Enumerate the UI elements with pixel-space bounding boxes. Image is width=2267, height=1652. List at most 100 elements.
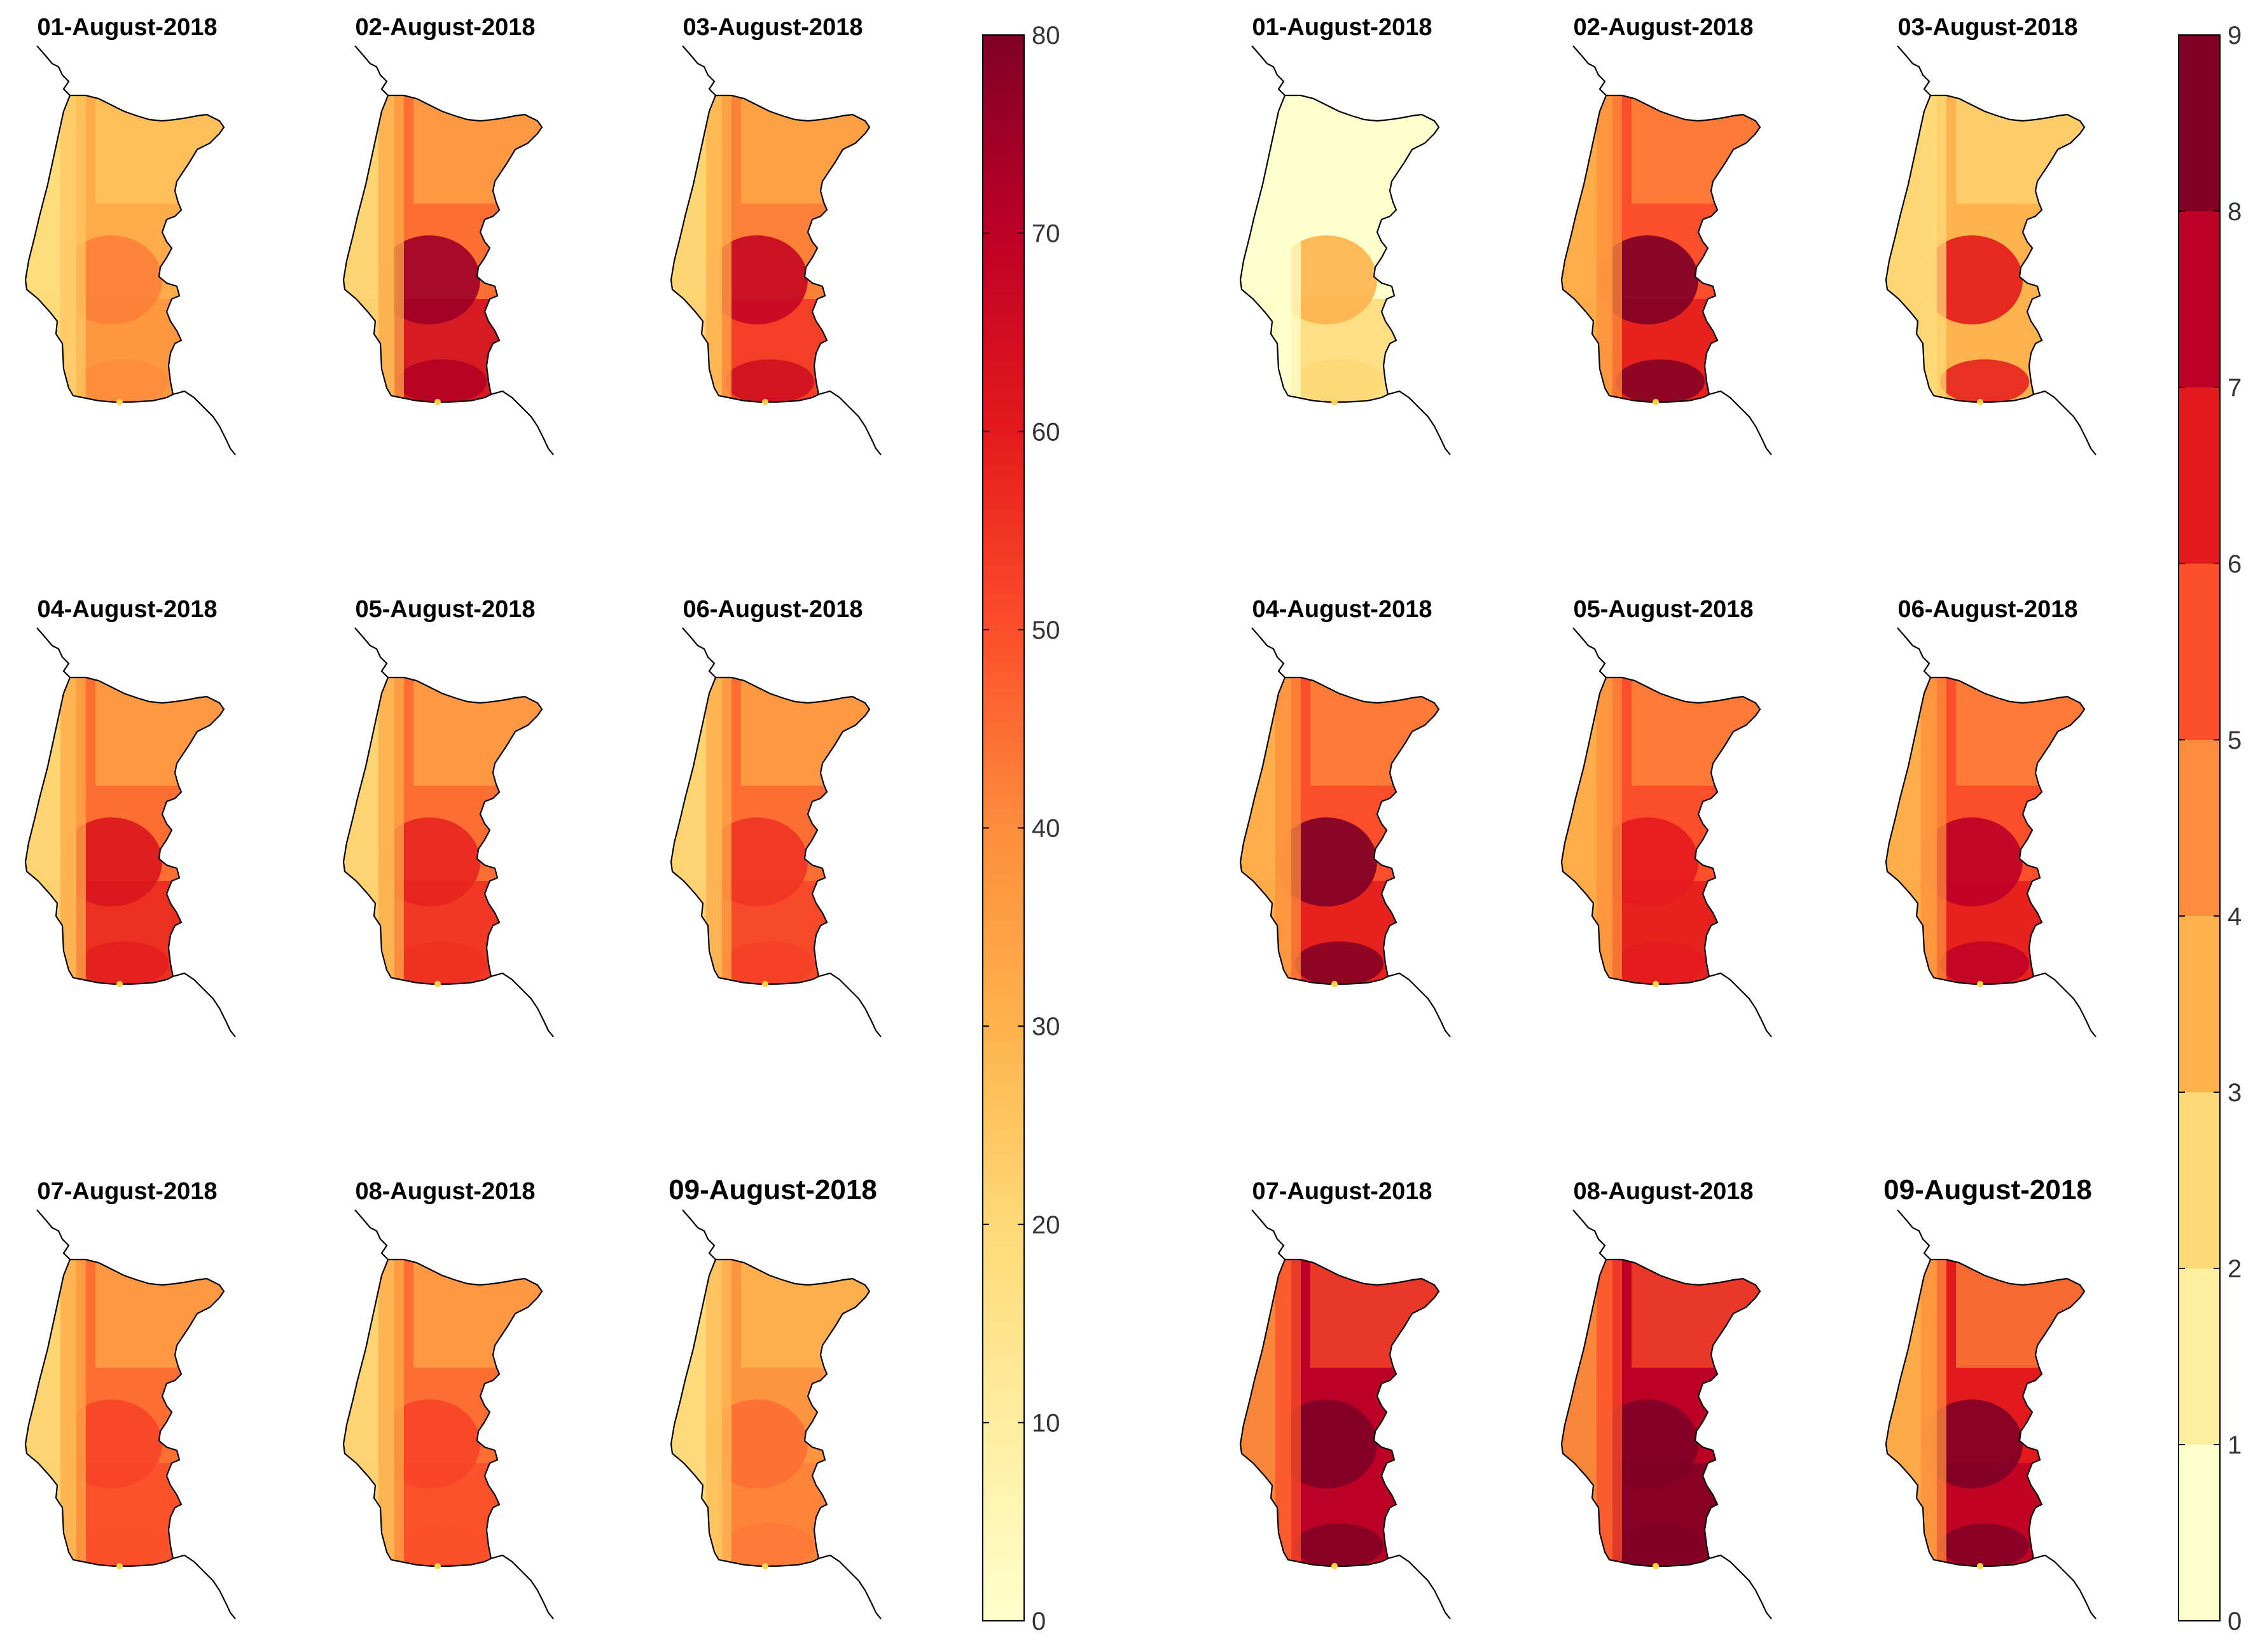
colorbar-bin <box>2179 1445 2220 1621</box>
spain-coastline <box>490 972 554 1038</box>
colorbar-tick-label: 60 <box>1032 418 1060 446</box>
spain-coastline <box>172 1554 236 1620</box>
spain-coastline <box>172 972 236 1038</box>
galicia-coastline <box>1897 627 1931 678</box>
galicia-coastline <box>682 45 716 96</box>
map-fill <box>1240 677 1439 984</box>
map-fill <box>1562 1260 1760 1566</box>
coastal-marker <box>762 1563 768 1569</box>
colorbar-bin <box>2179 564 2220 740</box>
coastal-marker <box>434 399 441 405</box>
map-fill <box>671 95 870 402</box>
galicia-coastline <box>354 627 389 678</box>
galicia-coastline <box>354 1209 389 1260</box>
coastal-marker <box>762 399 768 405</box>
galicia-coastline <box>682 627 716 678</box>
colorbar-bin <box>2179 1092 2220 1268</box>
coastal-marker <box>762 981 768 987</box>
colorbar-tick-label: 9 <box>2228 22 2242 50</box>
panel-title: 03-August-2018 <box>683 14 863 41</box>
spain-coastline <box>1709 390 1772 455</box>
panel-title: 04-August-2018 <box>1252 596 1432 623</box>
spain-coastline <box>172 390 236 455</box>
left_group-panel-3: 03-August-2018 <box>670 14 882 455</box>
spain-coastline <box>1709 1554 1772 1620</box>
colorbar-tick-label: 10 <box>1032 1409 1060 1437</box>
colorbar-tick-label: 7 <box>2228 374 2242 402</box>
map-fill <box>671 677 870 984</box>
coastal-marker <box>1653 981 1659 987</box>
right-colorbar: 0 1 2 3 4 5 6 7 8 9 <box>2178 22 2242 1635</box>
spain-coastline <box>818 972 882 1038</box>
colorbar-tick-label: 40 <box>1032 815 1060 843</box>
colorbar-tick-label: 80 <box>1032 22 1060 50</box>
colorbar-bin <box>2179 387 2220 564</box>
colorbar-tick-label: 50 <box>1032 616 1060 644</box>
galicia-coastline <box>36 45 71 96</box>
colorbar-tick-label: 4 <box>2228 903 2242 931</box>
right-map-group: 01-August-2018 02-August-2018 03-August-20… <box>1239 14 2097 1620</box>
colorbar-tick-label: 2 <box>2228 1255 2242 1283</box>
coastal-marker <box>1653 399 1659 405</box>
panel-title: 04-August-2018 <box>38 596 218 623</box>
galicia-coastline <box>1572 45 1607 96</box>
coastal-marker <box>1331 1563 1338 1569</box>
left_group-panel-8: 08-August-2018 <box>342 1178 554 1620</box>
colorbar-tick-label: 6 <box>2228 550 2242 578</box>
panel-title: 05-August-2018 <box>356 596 536 623</box>
spain-coastline <box>1387 390 1451 455</box>
galicia-coastline <box>1251 45 1286 96</box>
right_group-panel-1: 01-August-2018 <box>1239 14 1451 455</box>
panel-title: 02-August-2018 <box>1574 14 1754 41</box>
spain-coastline <box>818 1554 882 1620</box>
coastal-marker <box>116 399 123 405</box>
coastal-marker <box>434 1563 441 1569</box>
panel-title: 07-August-2018 <box>1252 1178 1432 1205</box>
colorbar-tick-label: 5 <box>2228 726 2242 754</box>
colorbar-tick-label: 30 <box>1032 1013 1060 1041</box>
galicia-coastline <box>36 1209 71 1260</box>
map-fill <box>25 95 224 402</box>
colorbar-tick-label: 20 <box>1032 1211 1060 1239</box>
right_group-panel-9: 09-August-2018 <box>1883 1174 2097 1620</box>
galicia-coastline <box>1251 1209 1286 1260</box>
spain-coastline <box>1387 1554 1451 1620</box>
galicia-coastline <box>1572 1209 1607 1260</box>
galicia-coastline <box>1897 45 1931 96</box>
panel-title: 01-August-2018 <box>1252 14 1432 41</box>
coastal-marker <box>434 981 441 987</box>
coastal-marker <box>1977 981 1983 987</box>
left-map-group: 01-August-2018 02-August-2018 03-August-20… <box>24 14 882 1620</box>
right_group-panel-7: 07-August-2018 <box>1239 1178 1451 1620</box>
colorbar-bin <box>2179 740 2220 916</box>
colorbar-bin <box>2179 1268 2220 1445</box>
right_group-panel-6: 06-August-2018 <box>1885 596 2097 1038</box>
map-fill <box>1886 677 2084 984</box>
left_group-panel-2: 02-August-2018 <box>342 14 554 455</box>
map-fill <box>1886 1260 2084 1566</box>
map-fill <box>1562 95 1760 402</box>
galicia-coastline <box>682 1209 716 1260</box>
left_group-panel-4: 04-August-2018 <box>24 596 236 1038</box>
left_group-panel-5: 05-August-2018 <box>342 596 554 1038</box>
galicia-coastline <box>354 45 389 96</box>
coastal-marker <box>1977 399 1983 405</box>
panel-title: 03-August-2018 <box>1898 14 2078 41</box>
map-fill <box>343 95 542 402</box>
spain-coastline <box>490 1554 554 1620</box>
left_group-panel-9: 09-August-2018 <box>669 1174 882 1620</box>
left_group-panel-6: 06-August-2018 <box>670 596 882 1038</box>
panel-title: 06-August-2018 <box>683 596 863 623</box>
map-fill <box>343 677 542 984</box>
right_group-panel-3: 03-August-2018 <box>1885 14 2097 455</box>
colorbar-bin <box>2179 35 2220 211</box>
galicia-coastline <box>1251 627 1286 678</box>
spain-coastline <box>1709 972 1772 1038</box>
map-fill <box>1886 95 2084 402</box>
right_group-panel-2: 02-August-2018 <box>1560 14 1772 455</box>
spain-coastline <box>2033 390 2097 455</box>
panel-title: 08-August-2018 <box>356 1178 536 1205</box>
right_group-panel-5: 05-August-2018 <box>1560 596 1772 1038</box>
galicia-coastline <box>1897 1209 1931 1260</box>
colorbar-tick-label: 8 <box>2228 198 2242 226</box>
